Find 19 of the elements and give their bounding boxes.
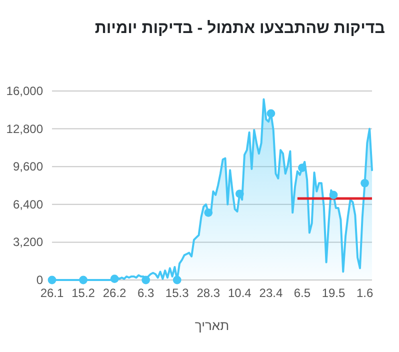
y-tick-label: 6,400 — [12, 197, 44, 212]
x-tick-label: 15.3 — [165, 286, 190, 300]
x-axis-title: תאריך — [194, 318, 230, 333]
x-tick-label: 23.4 — [259, 286, 283, 300]
x-tick-label: 28.3 — [196, 286, 220, 300]
y-tick-label: 12,800 — [6, 122, 44, 136]
y-tick-label: 3,200 — [12, 235, 44, 250]
y-tick-label: 16,000 — [6, 84, 44, 98]
x-tick-label: 19.5 — [322, 286, 346, 300]
y-tick-label: 9,600 — [12, 160, 44, 174]
x-tick-label: 1.6 — [356, 286, 374, 300]
y-tick-label: 0 — [36, 273, 44, 287]
x-tick-label: 26.1 — [40, 286, 64, 300]
x-tick-label: 26.2 — [102, 286, 127, 300]
title: בדיקות שהתבצעו אתמול - בדיקות יומיות — [94, 20, 385, 38]
x-tick-label: 15.2 — [72, 286, 96, 300]
x-tick-label: 10.4 — [228, 286, 252, 300]
x-tick-label: 6.3 — [137, 286, 154, 300]
x-tick-label: 6.5 — [294, 286, 311, 300]
